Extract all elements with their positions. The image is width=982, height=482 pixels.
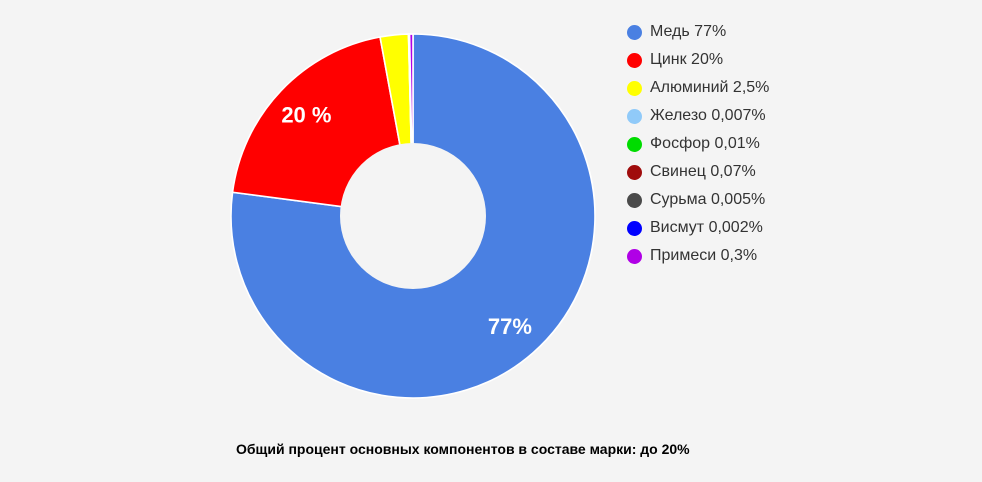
legend-item-сурьма: Сурьма 0,005% — [627, 186, 769, 214]
chart-legend: Медь 77% Цинк 20% Алюминий 2,5% Железо 0,00… — [627, 18, 769, 270]
legend-item-висмут: Висмут 0,002% — [627, 214, 769, 242]
legend-marker — [627, 52, 642, 68]
legend-item-железо: Железо 0,007% — [627, 102, 769, 130]
legend-label: Цинк 20% — [650, 51, 724, 68]
legend-item-примеси: Примеси 0,3% — [627, 242, 769, 270]
legend-marker — [627, 136, 642, 152]
legend-item-цинк: Цинк 20% — [627, 46, 769, 74]
legend-marker — [627, 24, 642, 40]
legend-item-свинец: Свинец 0,07% — [627, 158, 769, 186]
legend-item-алюминий: Алюминий 2,5% — [627, 74, 769, 102]
slice-label-медь: 77% — [488, 314, 532, 339]
legend-item-фосфор: Фосфор 0,01% — [627, 130, 769, 158]
legend-marker — [627, 108, 642, 124]
legend-label: Фосфор 0,01% — [650, 135, 760, 152]
legend-marker — [627, 192, 642, 208]
legend-marker — [627, 80, 642, 96]
legend-label: Медь 77% — [650, 23, 727, 40]
legend-label: Примеси 0,3% — [650, 247, 758, 264]
chart-caption: Общий процент основных компонентов в сос… — [236, 441, 690, 457]
legend-label: Висмут 0,002% — [650, 219, 763, 236]
pie-slice-медь[interactable] — [230, 33, 596, 399]
legend-label: Алюминий 2,5% — [650, 79, 770, 96]
legend-label: Свинец 0,07% — [650, 163, 756, 180]
legend-item-медь: Медь 77% — [627, 18, 769, 46]
legend-marker — [627, 220, 642, 236]
legend-label: Сурьма 0,005% — [650, 191, 766, 208]
donut-hole — [340, 143, 486, 289]
legend-marker — [627, 164, 642, 180]
legend-label: Железо 0,007% — [650, 107, 766, 124]
legend-marker — [627, 248, 642, 264]
slice-label-цинк: 20 % — [281, 102, 331, 127]
